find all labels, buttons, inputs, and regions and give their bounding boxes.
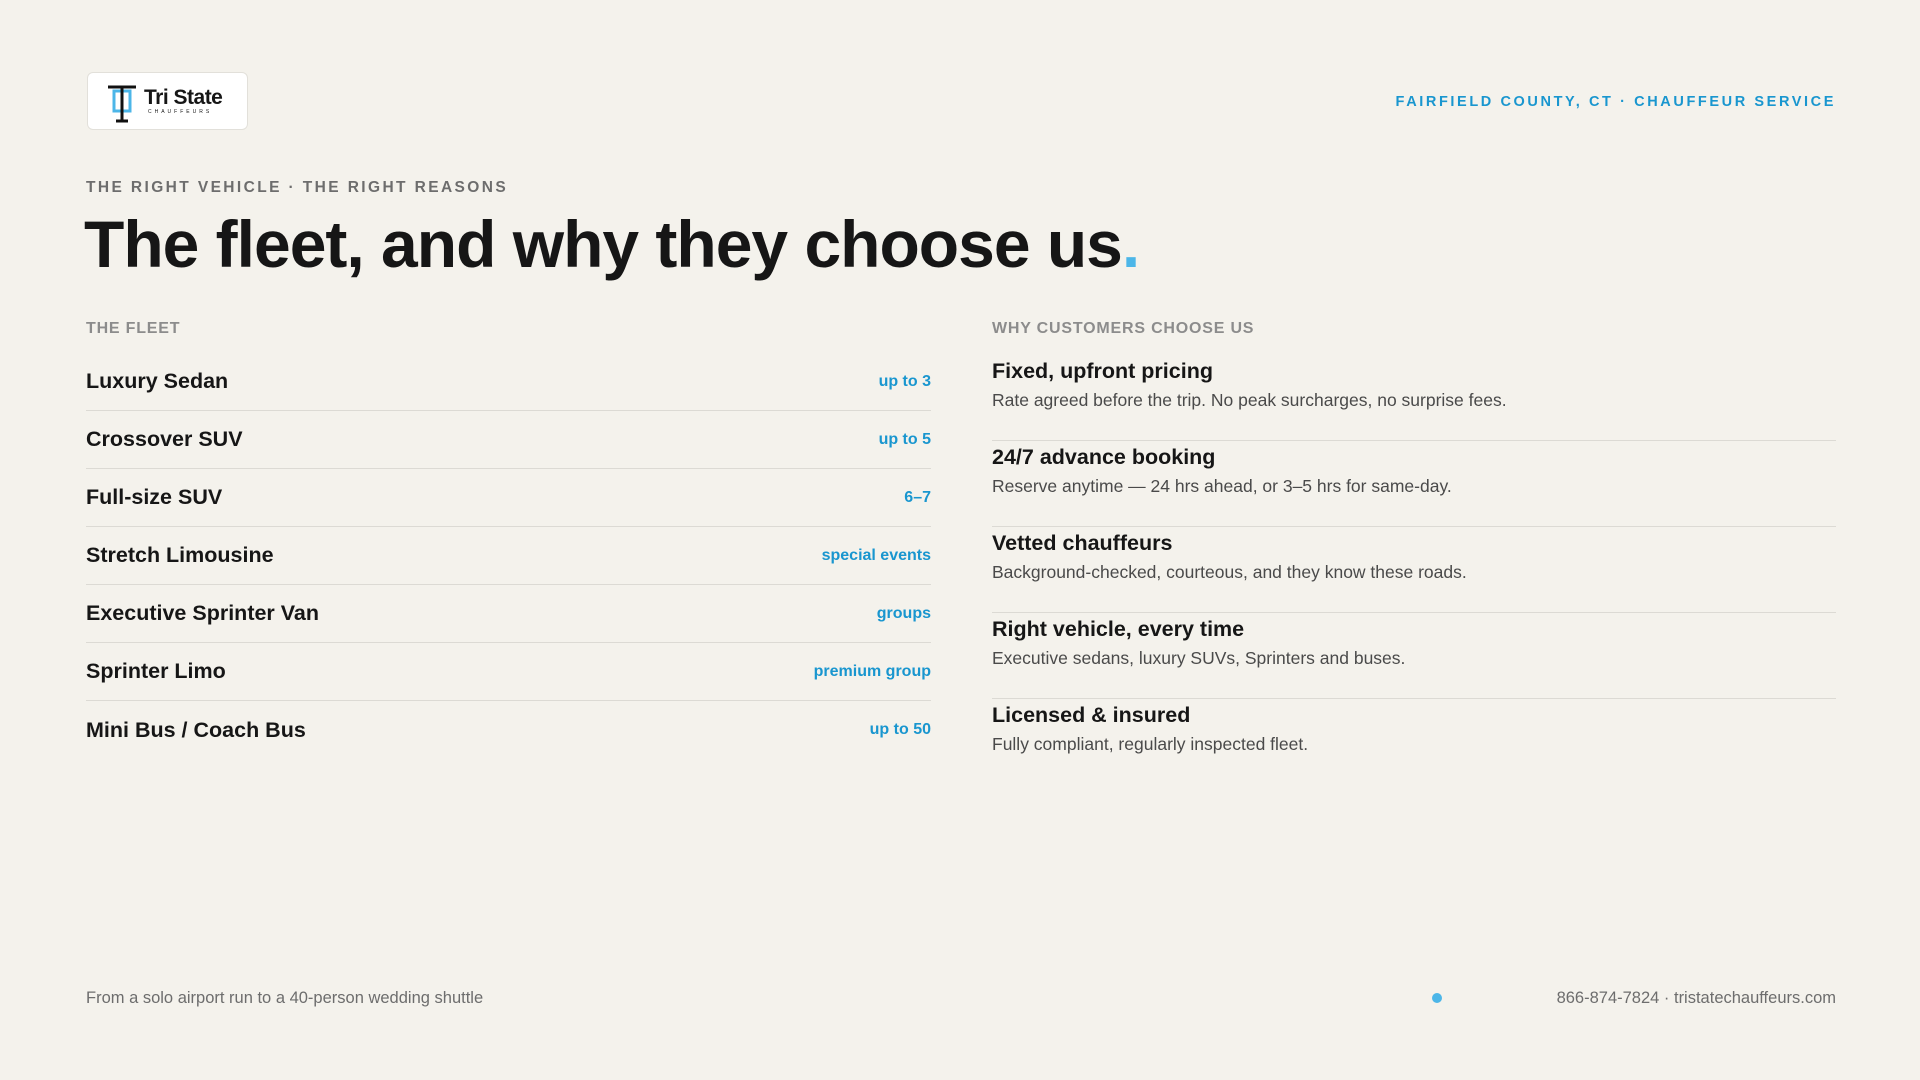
reason-item: Vetted chauffeurs Background-checked, cou… (992, 527, 1836, 613)
vehicle-name: Full-size SUV (86, 485, 223, 509)
vehicle-capacity: premium group (813, 662, 931, 680)
reason-item: 24/7 advance booking Reserve anytime — 24… (992, 441, 1836, 527)
title-text: The fleet, and why they choose us (84, 207, 1123, 281)
vehicle-name: Luxury Sedan (86, 369, 229, 393)
reason-text: Reserve anytime — 24 hrs ahead, or 3–5 h… (992, 476, 1452, 496)
reason-item: Licensed & insured Fully compliant, regul… (992, 699, 1836, 785)
reason-text: Background-checked, courteous, and they … (992, 562, 1467, 582)
eyebrow: THE RIGHT VEHICLE · THE RIGHT REASONS (86, 179, 509, 196)
vehicle-capacity: 6–7 (904, 488, 931, 506)
logo-mark (108, 85, 136, 123)
fleet-list: Luxury Sedan up to 3 Crossover SUV up to 5 F… (86, 353, 931, 759)
reason-title: Right vehicle, every time (992, 617, 1245, 641)
fleet-row: Executive Sprinter Van groups (86, 585, 931, 643)
vehicle-capacity: up to 5 (878, 430, 931, 448)
fleet-row: Luxury Sedan up to 3 (86, 353, 931, 411)
reason-title: 24/7 advance booking (992, 445, 1216, 469)
title-accent: . (1121, 207, 1140, 281)
reason-item: Fixed, upfront pricing Rate agreed before… (992, 355, 1836, 441)
logo-name: Tri State (144, 86, 223, 109)
footer-text: From a solo airport run to a 40-person w… (86, 989, 484, 1007)
reason-text: Rate agreed before the trip. No peak sur… (992, 390, 1507, 410)
tagline: FAIRFIELD COUNTY, CT · CHAUFFEUR SERVICE (1395, 94, 1836, 110)
vehicle-name: Crossover SUV (86, 427, 243, 451)
reasons-heading: WHY CUSTOMERS CHOOSE US (992, 320, 1255, 337)
fleet-row: Crossover SUV up to 5 (86, 411, 931, 469)
vehicle-name: Sprinter Limo (86, 659, 226, 683)
reason-text: Fully compliant, regularly inspected fle… (992, 734, 1309, 754)
vehicle-name: Executive Sprinter Van (86, 601, 320, 625)
vehicle-capacity: special events (821, 546, 931, 564)
logo: Tri State CHAUFFEURS (87, 72, 248, 130)
vehicle-name: Mini Bus / Coach Bus (86, 717, 306, 742)
vehicle-capacity: groups (876, 604, 931, 622)
reason-title: Fixed, upfront pricing (992, 359, 1213, 383)
fleet-row: Mini Bus / Coach Bus up to 50 (86, 701, 931, 759)
reason-item: Right vehicle, every time Executive sedan… (992, 613, 1836, 699)
status-dot (1432, 993, 1442, 1003)
vehicle-capacity: up to 3 (878, 372, 931, 390)
logo-sub: CHAUFFEURS (148, 109, 213, 115)
fleet-row: Sprinter Limo premium group (86, 643, 931, 701)
fleet-heading: THE FLEET (86, 320, 181, 337)
reasons-list: Fixed, upfront pricing Rate agreed before… (992, 355, 1836, 785)
reason-text: Executive sedans, luxury SUVs, Sprinters… (992, 648, 1406, 668)
vehicle-capacity: up to 50 (869, 721, 931, 738)
title: The fleet, and why they choose us. (84, 206, 1140, 282)
fleet-row: Full-size SUV 6–7 (86, 469, 931, 527)
reason-title: Licensed & insured (992, 703, 1191, 727)
fleet-row: Stretch Limousine special events (86, 527, 931, 585)
vehicle-name: Stretch Limousine (86, 543, 274, 567)
reason-title: Vetted chauffeurs (992, 531, 1173, 555)
footer-contact: 866-874-7824 · tristatechauffeurs.com (1556, 989, 1836, 1007)
